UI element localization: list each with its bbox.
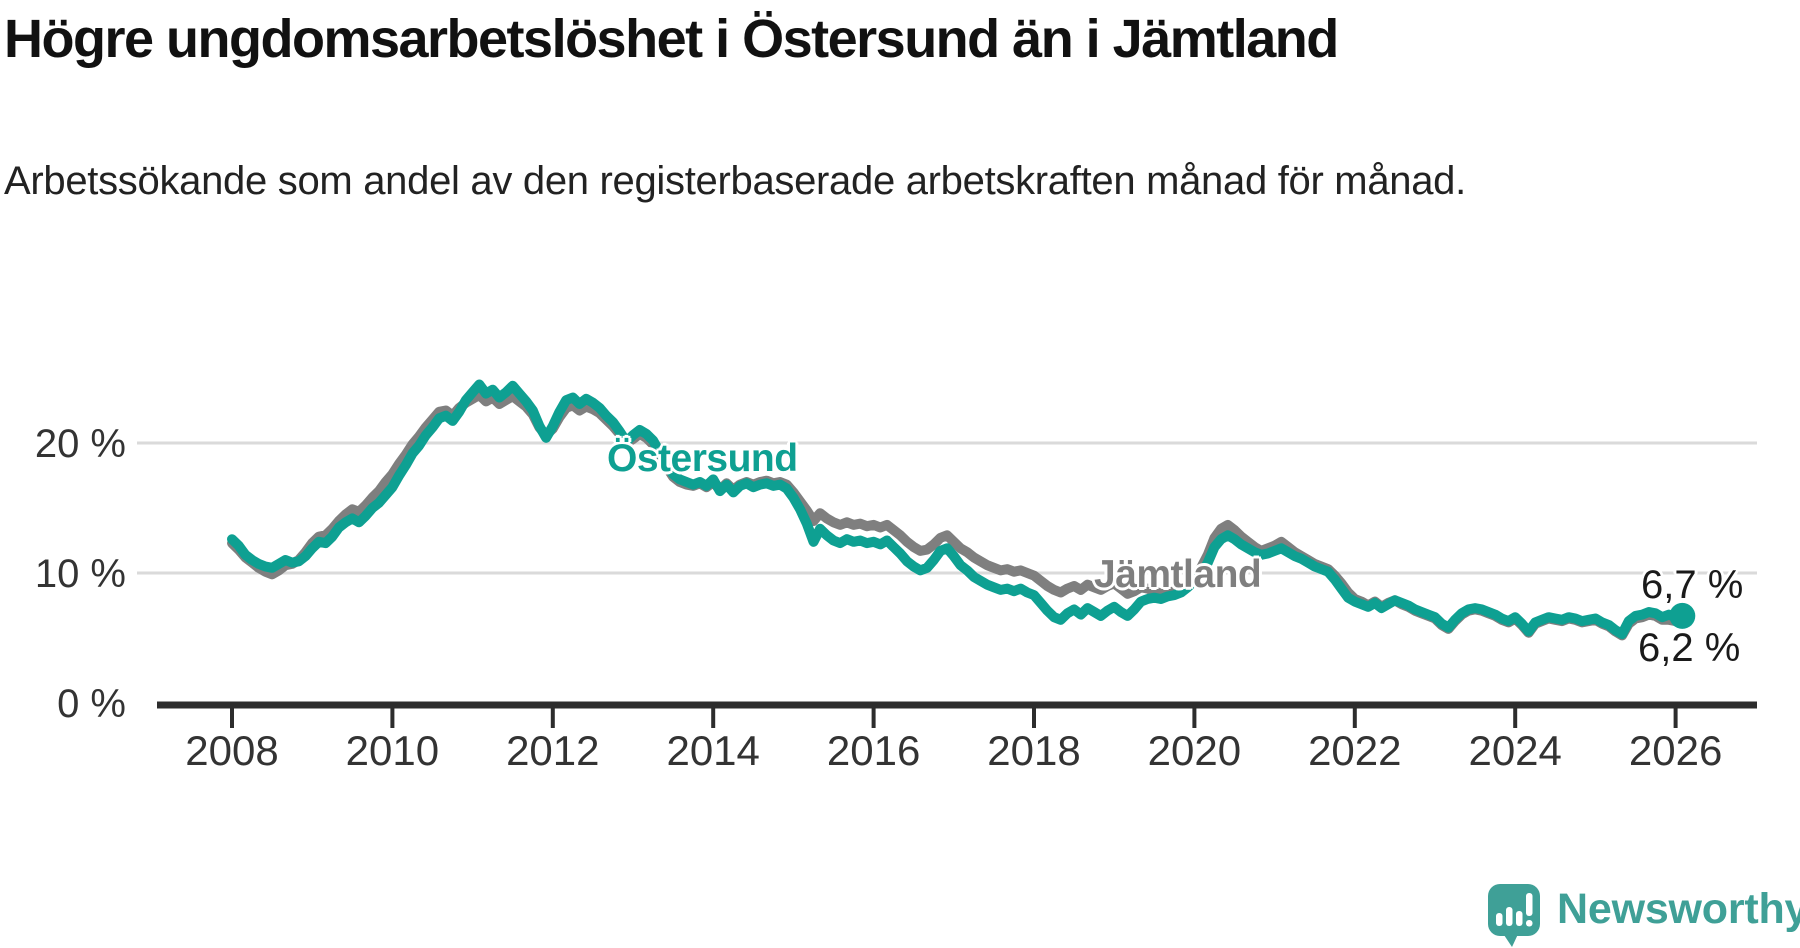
x-tick-label: 2014 — [666, 727, 759, 774]
y-tick-label: 20 % — [35, 422, 126, 466]
newsworthy-logo-text: Newsworthy — [1557, 885, 1800, 933]
x-tick-label: 2010 — [346, 727, 439, 774]
x-tick-label: 2024 — [1468, 727, 1561, 774]
end-value-label-ostersund: 6,7 % — [1641, 563, 1744, 607]
x-tick-label: 2008 — [185, 727, 278, 774]
x-tick-label: 2018 — [987, 727, 1080, 774]
page-title: Högre ungdomsarbetslöshet i Östersund än… — [4, 9, 1339, 69]
x-tick-label: 2020 — [1148, 727, 1241, 774]
x-tick-label: 2016 — [827, 727, 920, 774]
series-label-ostersund: Östersund — [607, 437, 798, 480]
newsworthy-logo: Newsworthy — [1488, 884, 1800, 948]
y-tick-label: 0 % — [57, 682, 126, 726]
series-line-stersund — [227, 379, 1688, 640]
series-end-dot — [1669, 602, 1696, 629]
y-tick-label: 10 % — [35, 552, 126, 596]
x-tick-label: 2022 — [1308, 727, 1401, 774]
newsworthy-logo-icon — [1488, 884, 1540, 947]
x-tick-label: 2012 — [506, 727, 599, 774]
series-line-jmtland — [227, 389, 1688, 641]
series-label-jamtland: Jämtland — [1094, 553, 1262, 596]
end-value-label-jamtland: 6,2 % — [1638, 626, 1741, 670]
page-subtitle: Arbetssökande som andel av den registerb… — [4, 159, 1466, 203]
x-tick-label: 2026 — [1629, 727, 1722, 774]
